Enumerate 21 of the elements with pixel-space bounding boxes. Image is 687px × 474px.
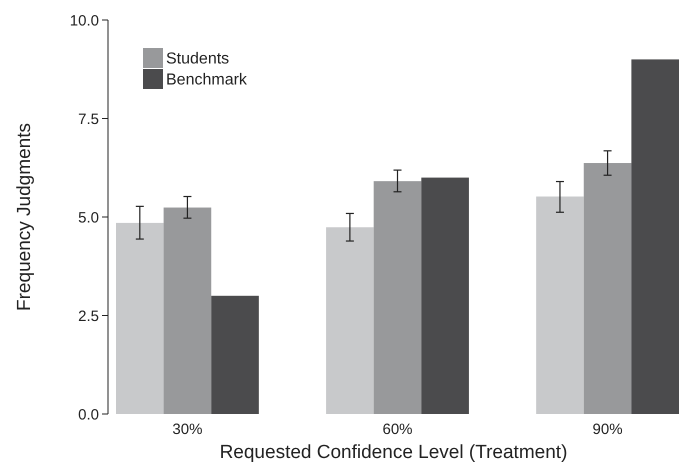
bar	[421, 178, 469, 414]
x-tick-label: 30%	[172, 421, 202, 438]
bar	[374, 181, 422, 414]
y-tick-label: 7.5	[78, 110, 99, 128]
bar	[584, 163, 632, 414]
x-tick-label: 60%	[382, 421, 413, 438]
y-tick-label: 10.0	[70, 12, 99, 30]
bar	[536, 196, 584, 414]
y-axis-title: Frequency Judgments	[14, 123, 35, 311]
bar	[631, 59, 679, 414]
x-tick-label: 90%	[592, 421, 623, 438]
x-axis-title: Requested Confidence Level (Treatment)	[220, 442, 568, 463]
y-tick-label: 0.0	[78, 406, 99, 424]
bar	[116, 222, 164, 414]
bar	[326, 227, 374, 414]
legend-label: Students	[166, 50, 230, 68]
y-tick-label: 5.0	[78, 209, 99, 226]
bar	[164, 208, 212, 414]
bar	[211, 296, 259, 414]
y-tick-label: 2.5	[78, 308, 99, 325]
legend-label: Benchmark	[166, 72, 248, 89]
